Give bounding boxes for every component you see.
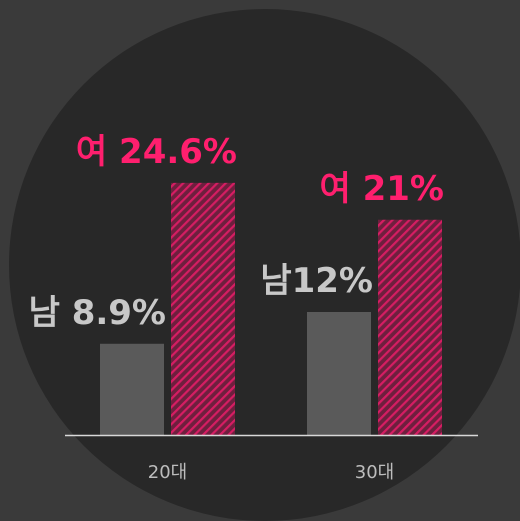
bar bbox=[171, 182, 235, 435]
data-label: 여 21% bbox=[320, 169, 445, 209]
data-label: 남12% bbox=[260, 261, 373, 301]
bar bbox=[378, 219, 442, 435]
bar bbox=[100, 343, 164, 435]
data-label: 여 24.6% bbox=[76, 132, 237, 172]
x-tick-label: 20대 bbox=[148, 462, 187, 483]
x-tick-label: 30대 bbox=[355, 462, 394, 483]
bar bbox=[307, 312, 371, 435]
data-label: 남 8.9% bbox=[29, 293, 166, 333]
plot: 남 8.9% 여 24.6% 20대 남12% 여 21% 30대 bbox=[29, 132, 444, 483]
